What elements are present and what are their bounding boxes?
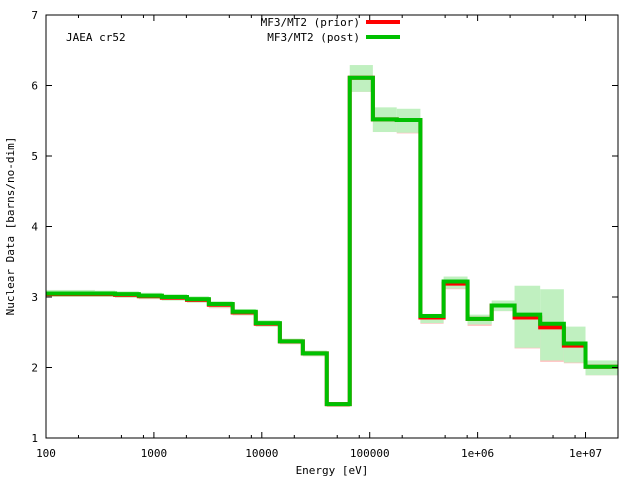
- x-tick-label: 10000: [245, 447, 278, 460]
- x-axis-label: Energy [eV]: [296, 464, 369, 477]
- y-tick-label: 3: [31, 291, 38, 304]
- y-tick-label: 4: [31, 221, 38, 234]
- y-tick-label: 6: [31, 80, 38, 93]
- y-tick-label: 5: [31, 150, 38, 163]
- x-tick-label: 100: [36, 447, 56, 460]
- series-lines: [46, 75, 618, 407]
- y-tick-label: 7: [31, 9, 38, 22]
- y-tick-label: 1: [31, 432, 38, 445]
- plot-frame: [45, 14, 619, 439]
- x-tick-label: 1000: [141, 447, 168, 460]
- series-line-post: [46, 75, 618, 407]
- uncertainty-bands: [46, 65, 618, 407]
- y-axis-label: Nuclear Data [barns/no-dim]: [4, 137, 17, 316]
- legend-label-prior: MF3/MT2 (prior): [261, 16, 360, 29]
- legend: MF3/MT2 (prior) MF3/MT2 (post): [261, 16, 400, 44]
- legend-label-post: MF3/MT2 (post): [267, 31, 360, 44]
- x-tick-label: 1e+06: [461, 447, 494, 460]
- x-tick-label: 1e+07: [569, 447, 602, 460]
- x-tick-label: 100000: [350, 447, 390, 460]
- annotation-label: JAEA cr52: [66, 31, 126, 44]
- axis-ticks: 1 2 3 4 5 6 7 100 1000 10000 100000 1e+06 1e+07: [31, 9, 618, 460]
- series-line-prior: [46, 75, 618, 407]
- y-tick-label: 2: [31, 362, 38, 375]
